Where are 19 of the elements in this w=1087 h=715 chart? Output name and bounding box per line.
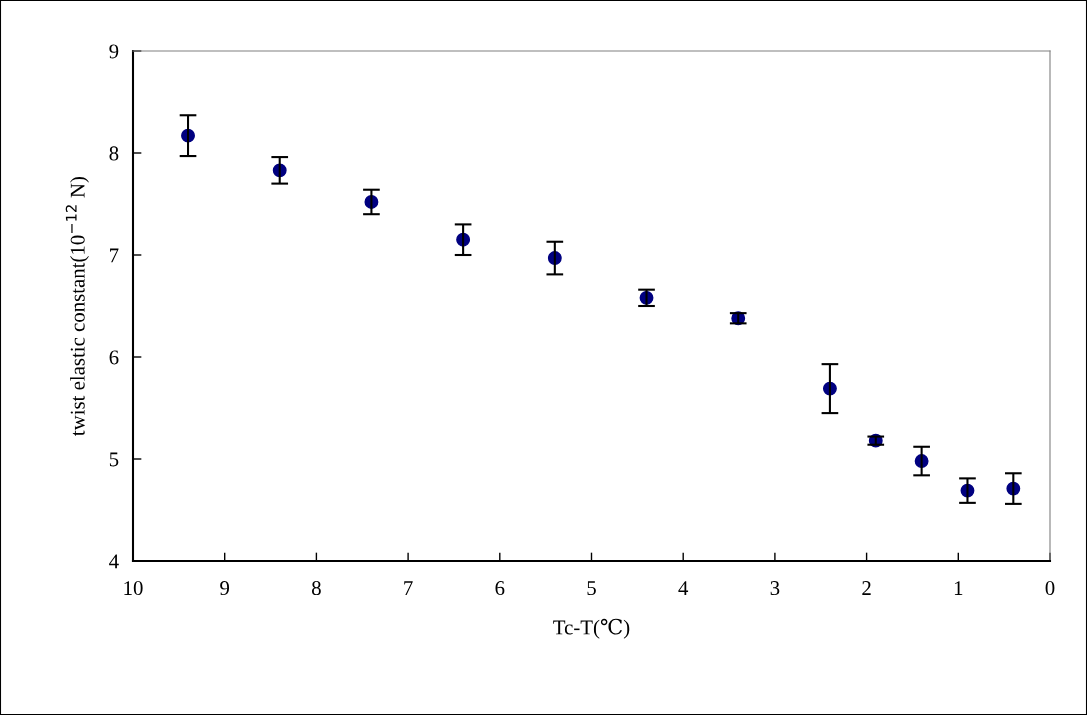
- x-axis-title: Tc-T(℃): [553, 618, 630, 639]
- y-tick-label: 6: [109, 350, 119, 365]
- x-tick-label: 8: [311, 581, 321, 596]
- x-tick-label: 5: [587, 581, 596, 596]
- y-tick-label: 5: [109, 452, 119, 467]
- y-tick-label: 8: [109, 146, 119, 161]
- y-tick-label: 7: [110, 248, 119, 263]
- y-tick-label: 9: [109, 44, 119, 59]
- x-tick-label: 3: [770, 581, 780, 596]
- y-tick-label: 4: [109, 554, 119, 569]
- x-tick-label: 4: [678, 581, 689, 595]
- x-tick-label: 0: [1045, 581, 1055, 596]
- x-tick-label: 6: [495, 581, 505, 596]
- x-tick-label: 1: [954, 581, 963, 595]
- x-tick-label: 10: [124, 581, 143, 596]
- x-tick-label: 7: [404, 581, 413, 595]
- x-tick-label: 9: [220, 581, 230, 596]
- y-axis-title: twist elastic constant(10$^{−12}$ N): [65, 176, 89, 436]
- x-tick-label: 2: [862, 581, 871, 595]
